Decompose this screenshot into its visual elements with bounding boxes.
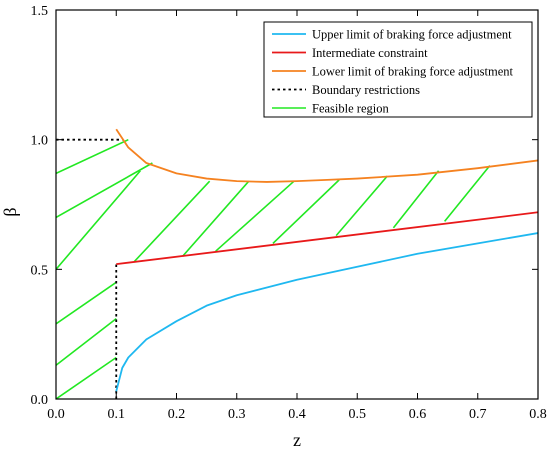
plot-area: 0.0 0.1 0.2 0.3 0.4 0.5 0.6 0.7 0.8 0.0 0.5 1.0 1.5: [31, 4, 547, 422]
y-tick-label: 0.0: [31, 393, 49, 408]
y-tick-label: 0.5: [31, 263, 49, 278]
feasible-region-segment-9: [215, 180, 295, 252]
legend-label-lower-limit-of-braking-force-adjustment: Lower limit of braking force adjustment: [312, 65, 514, 79]
x-tick-label: 0.5: [349, 407, 367, 422]
x-tick-label: 0.3: [228, 407, 246, 422]
x-tick-label: 0.7: [469, 407, 487, 422]
y-tick-label: 1.5: [31, 4, 49, 19]
axis-ticks: 0.0 0.1 0.2 0.3 0.4 0.5 0.6 0.7 0.8 0.0 0.5 1.0 1.5: [31, 4, 547, 422]
legend: Upper limit of braking force adjustment I…: [263, 21, 533, 118]
intermediate-constraint-line: [116, 211, 538, 266]
x-tick-label: 0.2: [168, 407, 186, 422]
feasible-region-segment-6: [56, 138, 129, 175]
legend-label-feasible-region: Feasible region: [312, 102, 389, 116]
legend-label-intermediate-constraint: Intermediate constraint: [312, 46, 428, 60]
x-tick-label: 0.8: [529, 407, 547, 422]
feasible-region-segment-1: [56, 356, 117, 399]
feasible-region-segment-2: [56, 317, 117, 366]
feasible-region-segment-12: [392, 170, 440, 229]
y-tick-label: 1.0: [31, 134, 49, 149]
x-tick-label: 0.0: [47, 407, 65, 422]
feasible-region-segment-3: [56, 281, 117, 325]
upper-limit-of-braking-force-adjustment-line: [115, 232, 538, 392]
x-tick-label: 0.4: [288, 407, 306, 422]
legend-label-upper-limit-of-braking-force-adjustment: Upper limit of braking force adjustment: [312, 28, 512, 42]
feasible-region-segment-8: [181, 180, 250, 257]
x-tick-label: 0.1: [108, 407, 126, 422]
feasible-region-segment-4: [56, 170, 141, 270]
lower-limit-of-braking-force-adjustment-line: [115, 128, 538, 183]
feasible-region-segment-10: [272, 179, 340, 244]
series-layer: [56, 128, 538, 399]
x-tick-label: 0.6: [409, 407, 427, 422]
legend-box: [263, 21, 533, 118]
feasible-region-segment-7: [133, 180, 211, 263]
feasible-region-segment-5: [56, 162, 153, 219]
x-axis-title: z: [293, 430, 301, 450]
y-axis-title: β: [0, 207, 20, 216]
feasible-region-segment-13: [443, 165, 491, 222]
legend-label-boundary-restrictions: Boundary restrictions: [312, 83, 420, 97]
feasible-region-segment-11: [335, 175, 388, 237]
